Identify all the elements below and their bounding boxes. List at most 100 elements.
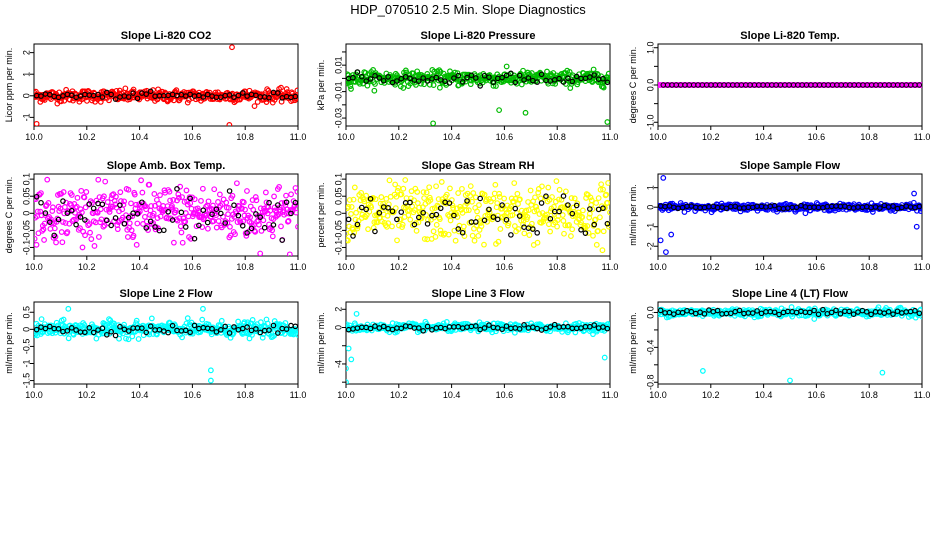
series-point [187,235,194,242]
outlier-point [346,379,349,384]
panel-title: Slope Amb. Box Temp. [107,160,226,172]
series-point [81,322,88,328]
overlay-point [51,232,57,239]
overlay-point [771,309,778,316]
panel-2: Slope Li-820 Pressure 10.0 10.2 10.4 10.6 10.… [316,30,618,142]
overlay-point [385,204,391,211]
overlay-point [714,307,721,314]
series-point [211,186,218,193]
x-tick-label: 10.4 [131,132,149,142]
series-point [469,232,476,239]
series-point [580,207,586,214]
overlay-point [279,237,286,243]
series-point [516,196,523,203]
overlay-point [239,223,246,229]
panel-title: Slope Sample Flow [740,160,841,172]
overlay-point [591,221,598,228]
series-point [295,223,298,230]
data-points [34,176,298,256]
x-tick-label: 11.0 [914,132,931,142]
series-point [358,189,365,196]
series-point [414,68,421,75]
series-point [527,187,534,194]
data-points [346,177,610,254]
series-point [225,204,232,211]
y-axis-label: Licor ppm per min. [4,48,14,123]
x-tick-label: 10.6 [496,390,514,400]
y-tick-label: 0.05 [333,187,343,205]
overlay-point [538,71,545,78]
x-tick-label: 10.0 [649,132,667,142]
series-point [40,226,47,233]
series-point [125,186,132,193]
series-point [60,316,67,323]
series-point [603,191,610,198]
series-point [135,336,142,342]
series-point [427,197,434,203]
overlay-point [416,325,422,331]
series-point [588,197,595,204]
overlay-point [191,322,198,329]
series-point [402,177,409,183]
series-point [142,203,149,210]
overlay-point [503,323,510,329]
series-point [227,223,233,230]
overlay-point [490,214,497,220]
plot-frame [657,173,923,257]
x-tick-label: 10.8 [860,262,878,272]
overlay-point [283,199,290,205]
series-point [348,204,355,210]
series-point [430,211,436,218]
series-point [51,225,58,232]
series-point [244,188,250,194]
series-point [87,229,93,236]
y-tick-label: 0.5 [21,306,31,319]
overlay-point [34,193,40,200]
series-point [38,190,44,197]
overlay-point [270,222,277,228]
overlay-point [257,329,264,336]
overlay-point [481,325,488,331]
overlay-point [573,202,580,209]
series-point [34,241,40,248]
overlay-point [863,309,870,315]
series-point [86,221,93,227]
overlay-point [670,311,677,317]
x-tick-label: 11.0 [602,390,619,400]
overlay-point [587,206,593,212]
overlay-point [658,307,664,314]
x-tick-label: 10.6 [496,132,514,142]
overlay-point [560,79,567,85]
outlier-point [229,44,235,51]
outlier-point [604,119,610,125]
overlay-point [503,72,510,79]
outlier-point [353,310,360,317]
series-point [398,191,405,198]
y-tick-label: 0 [333,325,343,330]
overlay-point [367,196,374,202]
y-tick-label: 0 [21,327,31,332]
overlay-point [806,309,813,316]
overlay-point [820,306,826,313]
y-tick-label: 0.0 [645,79,655,92]
series-point [45,199,52,206]
x-tick-label: 10.0 [649,262,667,272]
y-tick-label: -0.05 [333,220,343,241]
series-point [346,203,352,210]
overlay-point [147,218,154,225]
y-axis-label: percent per min. [316,182,326,247]
overlay-point [512,79,519,86]
series-point [413,227,420,234]
series-point [120,201,127,208]
x-tick-label: 10.6 [808,390,826,400]
series-point [157,192,163,199]
overlay-point [477,195,483,202]
series-point [194,205,201,212]
overlay-point [569,78,576,85]
overlay-point [389,208,396,215]
overlay-point [209,211,215,218]
series-point [459,209,466,216]
series-point [493,83,499,89]
series-point [547,228,554,235]
